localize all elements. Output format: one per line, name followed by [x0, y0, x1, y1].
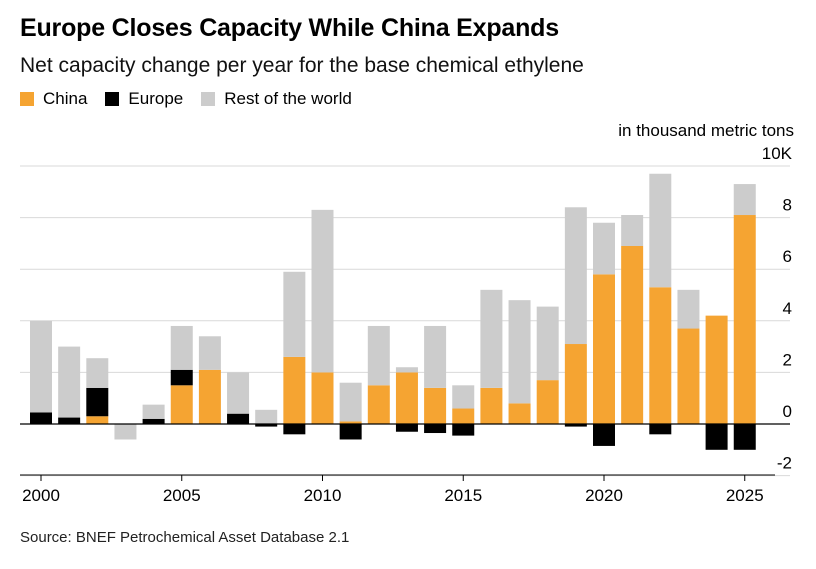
bar-europe: [170, 369, 193, 386]
x-tick-label: 2010: [304, 486, 342, 505]
y-tick-label: 2: [783, 350, 792, 369]
y-tick-label: 10K: [762, 144, 793, 163]
y-tick-label: 4: [783, 299, 792, 318]
y-tick-label: 6: [783, 247, 792, 266]
bar-europe: [564, 424, 587, 427]
bar-rest-of-the-world: [733, 184, 756, 216]
y-tick-label: 0: [783, 402, 792, 421]
bar-china: [649, 287, 672, 424]
legend-label-europe: Europe: [128, 89, 184, 108]
source-note: Source: BNEF Petrochemical Asset Databas…: [20, 529, 350, 546]
bar-rest-of-the-world: [677, 289, 700, 329]
legend: China Europe Rest of the world: [20, 89, 370, 109]
bar-europe: [733, 424, 756, 450]
bar-rest-of-the-world: [452, 385, 475, 409]
y-tick-label: -2: [777, 454, 792, 473]
bar-europe: [395, 424, 418, 432]
bar-china: [170, 385, 193, 424]
bar-rest-of-the-world: [58, 346, 81, 418]
x-tick-label: 2015: [444, 486, 482, 505]
bar-europe: [227, 413, 250, 424]
bar-rest-of-the-world: [424, 325, 447, 388]
bar-europe: [452, 424, 475, 436]
legend-swatch-china: [20, 92, 34, 106]
bar-china: [705, 315, 728, 424]
chart-title: Europe Closes Capacity While China Expan…: [20, 14, 559, 42]
bar-china: [508, 403, 531, 424]
bar-china: [395, 372, 418, 424]
chart-subtitle: Net capacity change per year for the bas…: [20, 54, 584, 77]
y-tick-label: 8: [783, 196, 792, 215]
bar-rest-of-the-world: [198, 336, 221, 370]
legend-swatch-europe: [105, 92, 120, 106]
bar-rest-of-the-world: [86, 358, 109, 388]
bar-rest-of-the-world: [508, 300, 531, 404]
legend-item-rest-of-world: Rest of the world: [201, 89, 352, 109]
bar-europe: [30, 412, 52, 424]
bar-europe: [649, 424, 672, 435]
bar-china: [311, 372, 334, 424]
bar-europe: [424, 424, 447, 434]
legend-swatch-rest-of-world: [201, 92, 216, 106]
bar-rest-of-the-world: [142, 404, 165, 419]
unit-label: in thousand metric tons: [618, 121, 794, 140]
legend-label-china: China: [43, 89, 88, 108]
legend-item-china: China: [20, 89, 87, 109]
bar-rest-of-the-world: [339, 382, 362, 422]
bar-europe: [705, 424, 728, 450]
bar-rest-of-the-world: [564, 207, 587, 345]
bar-china: [283, 356, 306, 424]
bar-rest-of-the-world: [255, 409, 278, 424]
bar-china: [480, 387, 503, 424]
bar-china: [339, 421, 362, 424]
bar-china: [367, 385, 390, 424]
bar-rest-of-the-world: [311, 209, 334, 373]
bar-china: [621, 245, 644, 424]
bar-rest-of-the-world: [30, 320, 52, 413]
bar-china: [677, 328, 700, 424]
bar-rest-of-the-world: [227, 372, 250, 414]
bar-europe: [142, 418, 165, 424]
legend-item-europe: Europe: [105, 89, 183, 109]
x-tick-label: 2020: [585, 486, 623, 505]
bar-china: [593, 274, 615, 424]
bar-europe: [58, 417, 81, 424]
bar-china: [86, 416, 109, 424]
bar-rest-of-the-world: [649, 173, 672, 288]
bar-rest-of-the-world: [621, 215, 644, 246]
bar-rest-of-the-world: [170, 325, 193, 370]
bar-china: [733, 215, 756, 424]
x-tick-label: 2000: [22, 486, 60, 505]
bar-europe: [283, 424, 306, 435]
bar-rest-of-the-world: [367, 325, 390, 386]
x-tick-label: 2025: [726, 486, 764, 505]
bar-rest-of-the-world: [536, 306, 559, 381]
bar-china: [198, 369, 221, 424]
x-tick-label: 2005: [163, 486, 201, 505]
bar-rest-of-the-world: [114, 424, 137, 440]
bar-rest-of-the-world: [395, 367, 418, 373]
bar-china: [564, 344, 587, 424]
bar-rest-of-the-world: [283, 271, 306, 357]
bar-china: [424, 387, 447, 424]
bar-rest-of-the-world: [593, 222, 615, 275]
bar-europe: [255, 424, 278, 427]
bar-china: [452, 408, 475, 424]
bar-europe: [86, 387, 109, 417]
bar-europe: [593, 424, 615, 446]
bar-china: [536, 380, 559, 424]
legend-label-rest-of-world: Rest of the world: [224, 89, 352, 108]
bar-europe: [339, 424, 362, 440]
bar-rest-of-the-world: [480, 289, 503, 388]
